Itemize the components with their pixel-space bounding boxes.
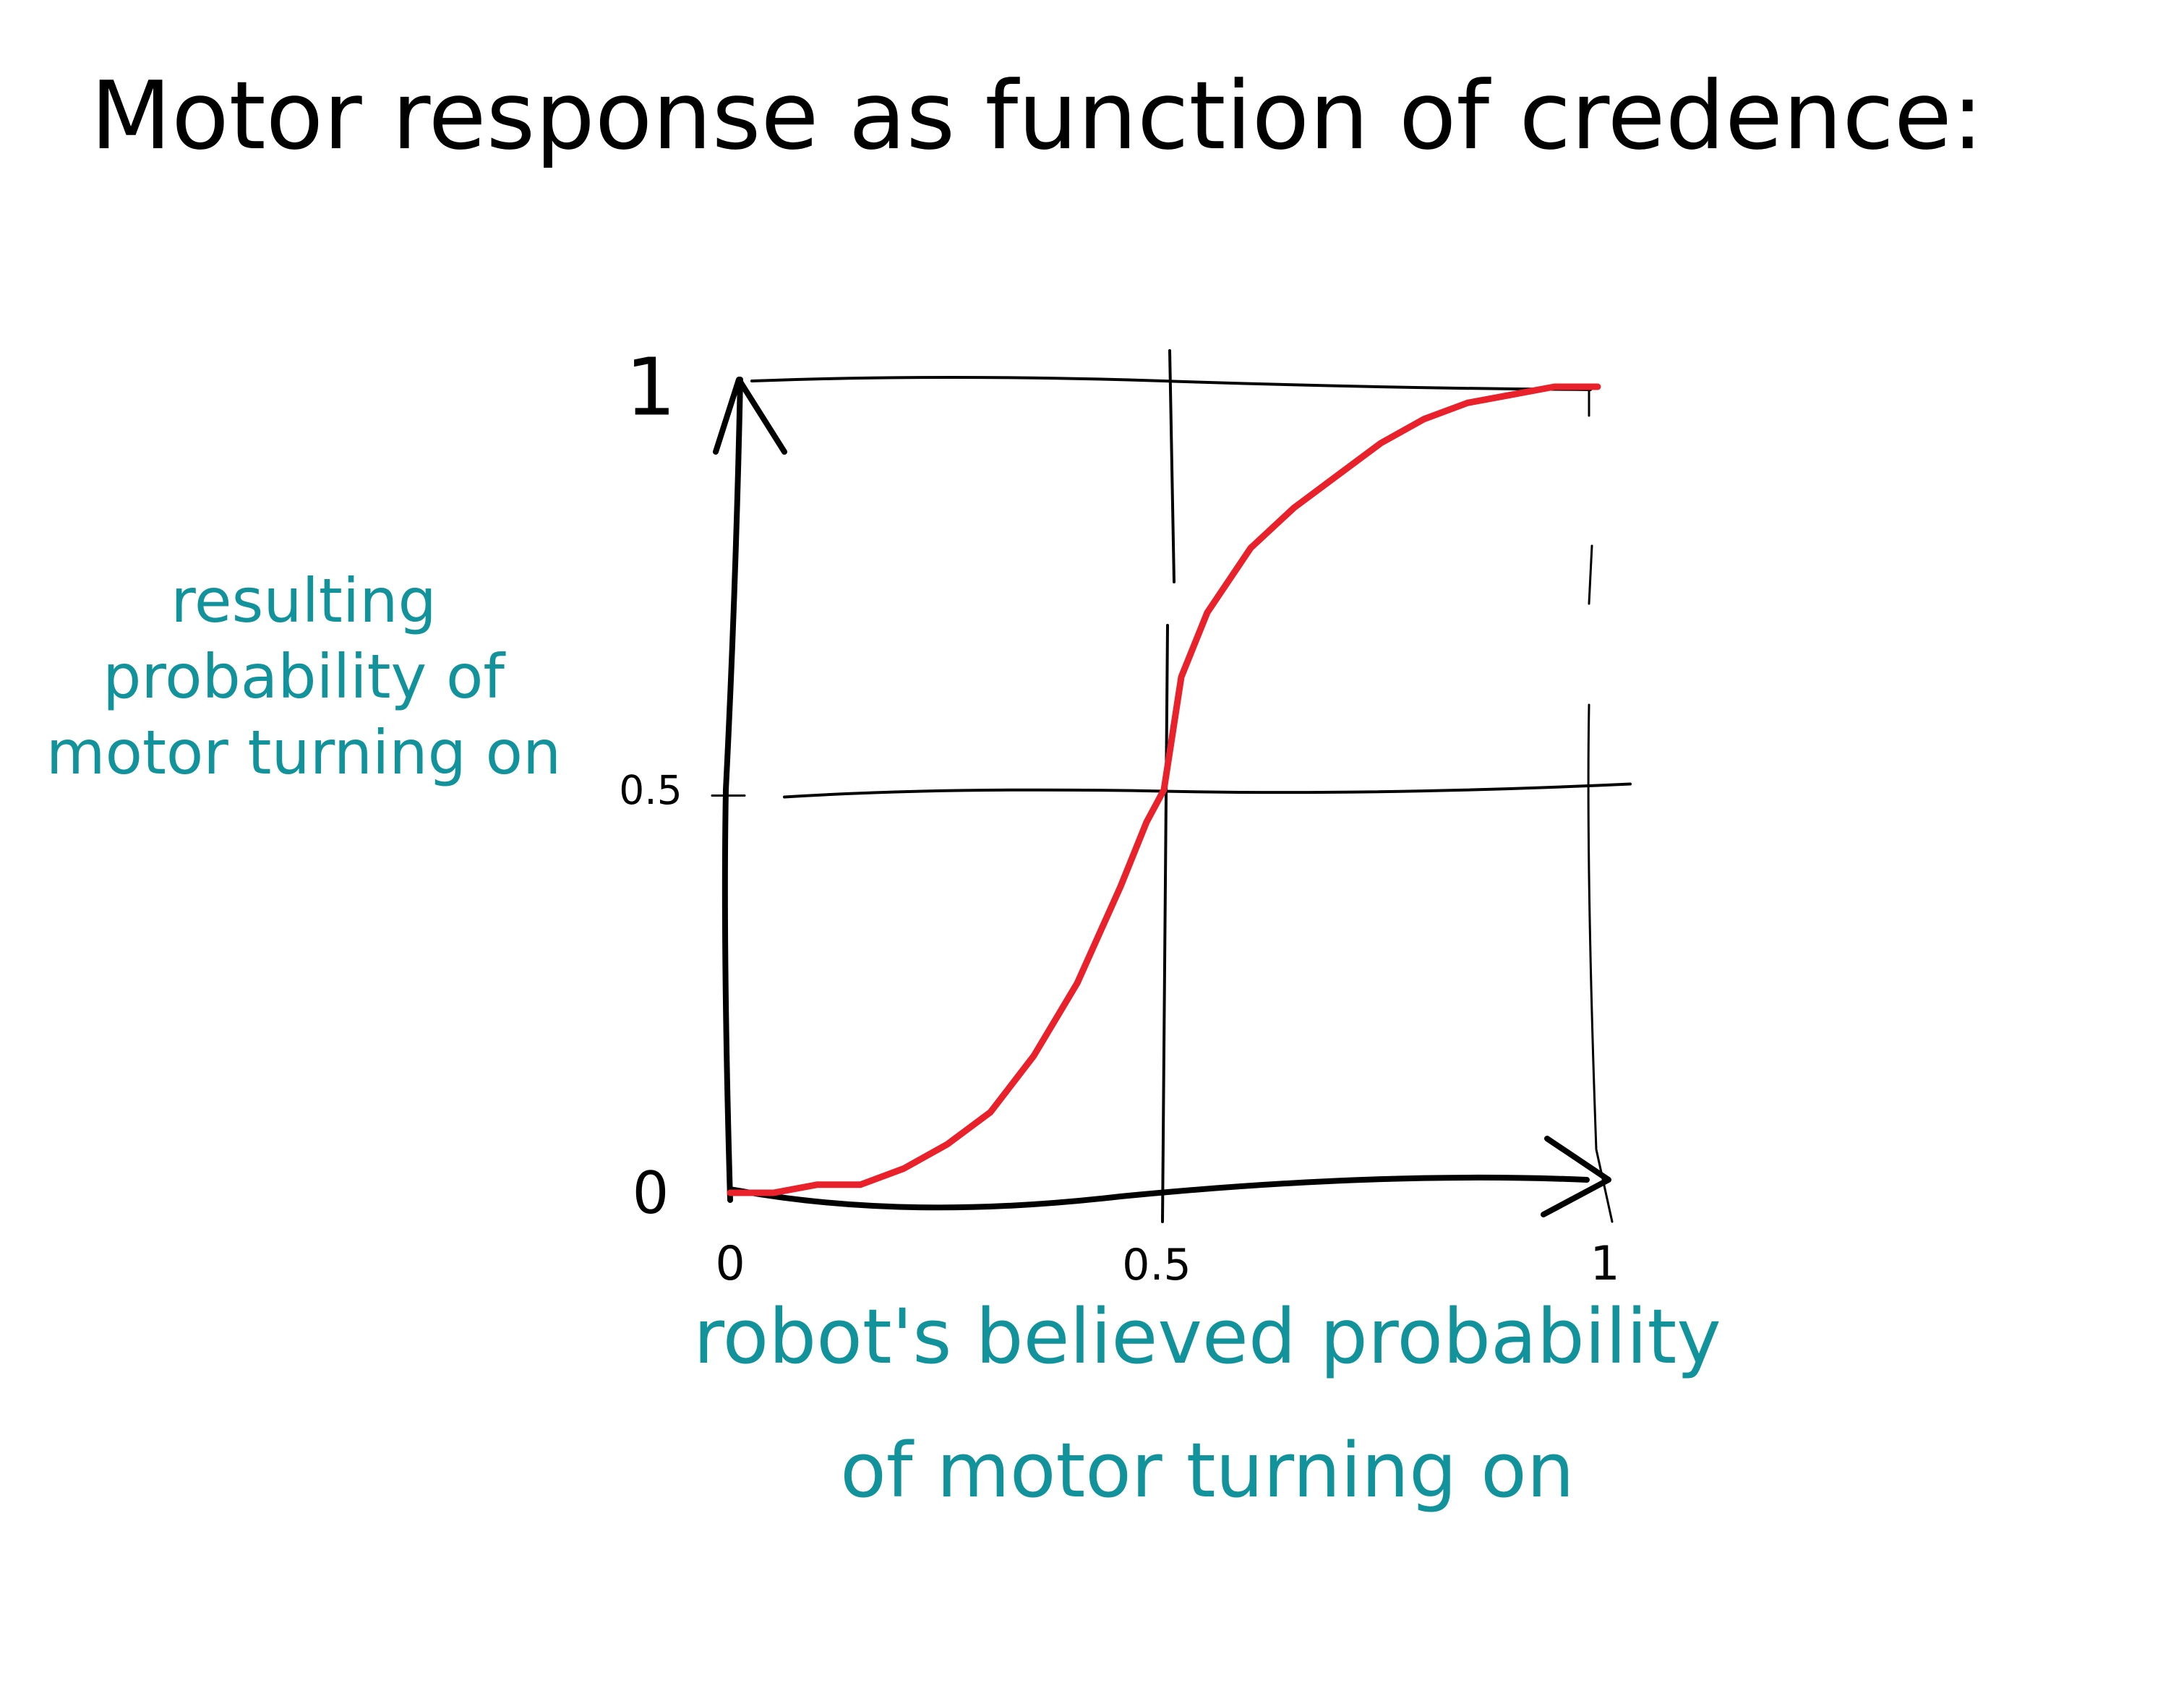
x-axis-arrowhead (1541, 1136, 1611, 1217)
x-axis (727, 1174, 1590, 1211)
series-group (727, 383, 1601, 1196)
y-tick-label: 0.5 (619, 767, 682, 813)
x-tick-label: 0.5 (1122, 1240, 1191, 1290)
grid (750, 349, 1632, 1223)
chart-title: Motor response as function of credence: (90, 61, 1984, 171)
y-tick-label: 0 (633, 1160, 669, 1227)
gridline-x-mid (1161, 349, 1175, 1223)
gridline-y-mid (783, 782, 1632, 799)
gridline-right (1587, 385, 1614, 1223)
y-axis-label: resulting probability of motor turning on (46, 565, 561, 788)
y-tick-label: 1 (625, 341, 676, 434)
y-tick-labels: 00.51 (619, 341, 682, 1228)
series-line (727, 383, 1601, 1196)
x-tick-labels: 0 0.5 1 (715, 1237, 1619, 1291)
gridline-top (750, 376, 1592, 391)
x-axis-label: robot's believed probability of motor tur… (693, 1293, 1721, 1515)
x-tick-label: 0 (715, 1237, 745, 1291)
axes (711, 377, 1611, 1217)
y-axis (721, 377, 743, 1203)
y-axis-arrowhead (713, 377, 787, 455)
x-tick-label: 1 (1590, 1237, 1619, 1291)
